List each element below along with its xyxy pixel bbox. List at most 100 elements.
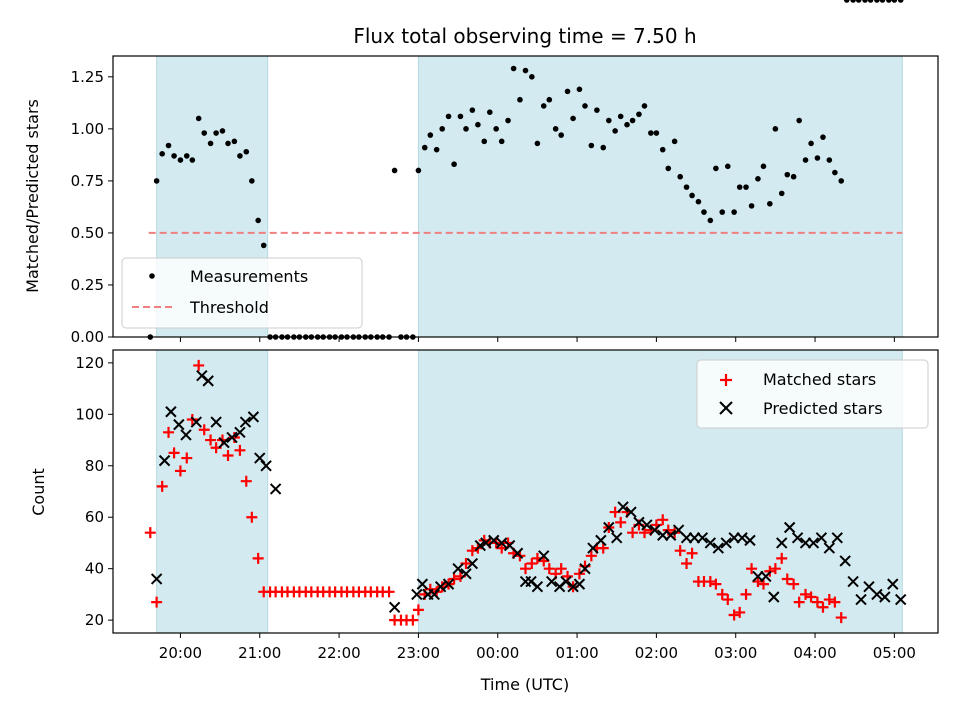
- top-x-ticks: [179, 337, 895, 342]
- predicted-star-point: [611, 532, 623, 544]
- predicted-star-point: [595, 534, 607, 547]
- measurement-point: [617, 113, 624, 120]
- measurement-point: [653, 130, 660, 136]
- measurement-point: [731, 209, 737, 215]
- measurement-point: [665, 165, 672, 172]
- measurement-point: [498, 138, 505, 145]
- predicted-star-point: [158, 454, 171, 467]
- matched-star-point: [793, 596, 805, 608]
- predicted-star-point: [736, 532, 748, 544]
- matched-star-point: [757, 578, 769, 590]
- matched-star-point: [205, 434, 217, 446]
- legend-predicted-marker: [719, 401, 733, 415]
- measurement-point: [445, 113, 452, 120]
- measurement-point: [457, 113, 464, 120]
- predicted-star-point: [760, 570, 772, 583]
- x-tick-label: 00:00: [476, 644, 519, 662]
- measurement-point: [659, 146, 666, 153]
- predicted-star-point: [664, 529, 677, 541]
- predicted-star-point: [531, 580, 544, 593]
- predicted-star-point: [879, 591, 891, 603]
- measurement-point: [671, 138, 678, 145]
- matched-star-point: [526, 558, 538, 570]
- matched-star-point: [704, 576, 716, 588]
- measurement-point: [529, 74, 535, 80]
- measurement-point: [767, 200, 773, 207]
- predicted-star-point: [239, 416, 252, 428]
- matched-star-point: [805, 591, 817, 603]
- measurement-point: [427, 132, 434, 138]
- measurement-points: [147, 0, 904, 340]
- measurement-point: [867, 0, 874, 3]
- matched-star-point: [740, 588, 752, 600]
- measurement-point: [159, 151, 165, 157]
- predicted-star-point: [202, 375, 214, 387]
- measurement-point: [713, 165, 719, 172]
- matched-star-point: [829, 596, 841, 608]
- predicted-star-point: [247, 411, 260, 423]
- top-legend: Measurements Threshold: [121, 257, 363, 329]
- measurement-point: [255, 217, 261, 224]
- matched-star-point: [657, 514, 669, 526]
- matched-star-point: [811, 596, 823, 608]
- measurement-point: [463, 126, 469, 132]
- predicted-star-point: [411, 588, 423, 601]
- matched-star-point: [240, 475, 252, 487]
- y-tick-label: 1.25: [71, 68, 104, 86]
- matched-star-point: [543, 563, 555, 575]
- x-tick-label: 04:00: [793, 644, 836, 662]
- measurement-point: [719, 209, 726, 215]
- matched-star-point: [383, 586, 395, 598]
- measurement-point: [439, 126, 446, 132]
- observing-window-shading-top: [156, 55, 903, 338]
- predicted-star-point: [466, 557, 479, 570]
- measurement-point: [588, 142, 595, 149]
- predicted-star-point: [791, 532, 804, 544]
- matched-star-point: [728, 609, 740, 621]
- matched-star-point: [686, 547, 698, 559]
- predicted-star-point: [617, 501, 629, 513]
- legend-matched-marker: [720, 374, 732, 386]
- matched-star-point: [144, 527, 156, 539]
- measurement-point: [802, 157, 809, 163]
- matched-star-point: [181, 452, 193, 464]
- y-tick-label: 0.75: [71, 172, 104, 190]
- matched-star-point: [198, 424, 210, 436]
- measurement-point: [695, 198, 702, 205]
- predicted-star-point: [641, 519, 653, 531]
- top-legend-box: [121, 257, 363, 329]
- measurement-point: [231, 138, 238, 145]
- predicted-star-point: [603, 521, 615, 534]
- predicted-star-point: [495, 537, 508, 549]
- measurement-point: [772, 126, 779, 132]
- predicted-star-point: [823, 542, 836, 554]
- measurement-point: [838, 178, 845, 184]
- measurement-point: [897, 0, 904, 3]
- measurement-point: [237, 153, 243, 159]
- predicted-star-point: [855, 593, 867, 606]
- matched-star-point: [817, 601, 829, 613]
- measurement-point: [879, 0, 886, 3]
- matched-star-point: [193, 359, 205, 371]
- measurement-point: [594, 107, 600, 113]
- measurement-point: [189, 157, 196, 163]
- matched-star-point: [746, 563, 758, 575]
- matched-star-point: [781, 573, 793, 585]
- measurement-point: [648, 130, 654, 136]
- matched-star-point: [407, 614, 419, 626]
- predicted-star-points: [150, 370, 907, 613]
- x-tick-label: 03:00: [714, 644, 757, 662]
- measurement-point: [843, 0, 850, 3]
- predicted-star-point: [434, 580, 447, 593]
- count-panel: 20 40 60 80 100 120 20:00 21:00 22:00 23:00 00:00…: [29, 350, 939, 694]
- matched-star-point: [538, 555, 550, 567]
- predicted-star-point: [480, 537, 492, 549]
- matched-star-point: [769, 563, 781, 575]
- y-tick-label: 0.00: [71, 328, 104, 346]
- measurement-point: [808, 140, 814, 147]
- matched-star-point: [585, 550, 597, 562]
- matched-star-point: [234, 444, 246, 456]
- legend-measurements-marker: [149, 273, 155, 279]
- x-tick-label: 02:00: [635, 644, 678, 662]
- matched-star-point: [168, 447, 180, 459]
